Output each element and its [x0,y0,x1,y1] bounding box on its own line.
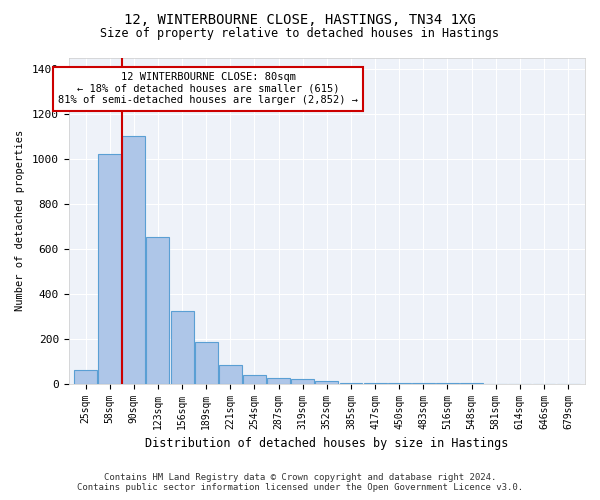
Bar [74,370,97,384]
Bar [195,342,218,384]
Bar [291,379,314,384]
Text: Contains HM Land Registry data © Crown copyright and database right 2024.
Contai: Contains HM Land Registry data © Crown c… [77,473,523,492]
Bar [122,136,145,384]
Text: Size of property relative to detached houses in Hastings: Size of property relative to detached ho… [101,28,499,40]
Text: 12 WINTERBOURNE CLOSE: 80sqm
← 18% of detached houses are smaller (615)
81% of s: 12 WINTERBOURNE CLOSE: 80sqm ← 18% of de… [58,72,358,106]
Text: 12, WINTERBOURNE CLOSE, HASTINGS, TN34 1XG: 12, WINTERBOURNE CLOSE, HASTINGS, TN34 1… [124,12,476,26]
X-axis label: Distribution of detached houses by size in Hastings: Distribution of detached houses by size … [145,437,509,450]
Bar [170,310,194,384]
Bar [243,374,266,384]
Bar [219,364,242,384]
Bar [98,154,121,384]
Bar [267,378,290,384]
Bar [316,381,338,384]
Y-axis label: Number of detached properties: Number of detached properties [15,130,25,311]
Bar [146,238,169,384]
Bar [340,382,362,384]
Bar [364,383,386,384]
